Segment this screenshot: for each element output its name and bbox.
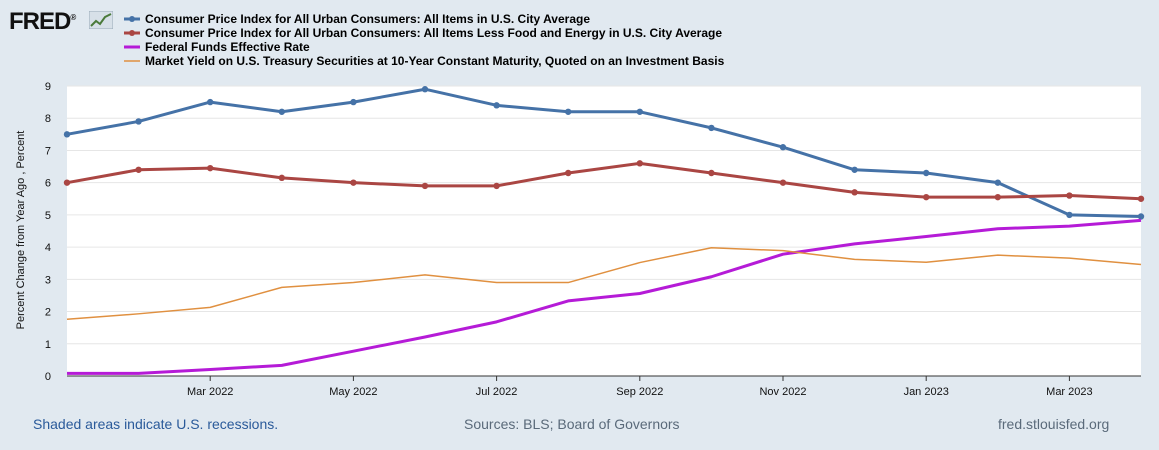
y-axis-label: Percent Change from Year Ago , Percent — [15, 131, 27, 330]
data-point — [63, 131, 71, 138]
series-line-3 — [67, 218, 1142, 375]
y-tick-label: 1 — [45, 339, 51, 351]
data-point — [135, 166, 142, 173]
legend-label-3[interactable]: Federal Funds Effective Rate — [145, 40, 310, 54]
y-axis-ticks: 0 1 2 3 4 5 6 7 8 9 — [45, 81, 51, 383]
data-point — [63, 179, 71, 186]
site-link[interactable]: fred.stlouisfed.org — [998, 416, 1110, 432]
logo-text: FRED — [9, 8, 71, 35]
y-tick-label: 3 — [45, 274, 51, 286]
gridlines — [67, 85, 1141, 377]
data-point — [421, 86, 429, 93]
data-point — [851, 189, 858, 196]
data-point — [493, 102, 500, 109]
recessions-note: Shaded areas indicate U.S. recessions. — [33, 416, 279, 432]
data-point — [350, 179, 357, 186]
legend-label-2[interactable]: Consumer Price Index for All Urban Consu… — [145, 26, 722, 40]
series-lines — [63, 86, 1145, 375]
data-point — [1066, 192, 1073, 199]
x-axis-ticks: Mar 2022 May 2022 Jul 2022 Sep 2022 Nov 2022… — [187, 376, 1093, 398]
data-point — [708, 124, 715, 132]
y-tick-label: 7 — [45, 145, 51, 157]
y-tick-label: 0 — [45, 371, 51, 383]
data-point — [923, 193, 930, 201]
data-point — [923, 169, 930, 177]
data-point — [278, 174, 285, 182]
data-point — [565, 169, 572, 177]
data-point — [421, 182, 429, 190]
data-point — [994, 179, 1001, 186]
legend: Consumer Price Index for All Urban Consu… — [124, 12, 725, 68]
x-tick-label: May 2022 — [329, 386, 377, 398]
data-point — [851, 166, 858, 173]
sources-note: Sources: BLS; Board of Governors — [464, 416, 680, 432]
y-tick-label: 6 — [45, 178, 51, 190]
y-tick-label: 9 — [45, 81, 51, 93]
y-tick-label: 8 — [45, 113, 51, 125]
x-tick-label: Mar 2022 — [187, 386, 233, 398]
y-tick-label: 4 — [45, 242, 51, 254]
legend-label-4[interactable]: Market Yield on U.S. Treasury Securities… — [145, 54, 725, 68]
data-point — [708, 169, 715, 177]
data-point — [1137, 195, 1145, 202]
data-point — [278, 108, 285, 115]
y-tick-label: 2 — [45, 307, 51, 319]
data-point — [994, 193, 1001, 201]
data-point — [779, 144, 787, 151]
x-tick-label: Jul 2022 — [476, 386, 518, 398]
line-chart-icon — [89, 11, 113, 29]
data-point — [1137, 213, 1145, 220]
plot-area — [67, 86, 1141, 376]
series-line-1 — [66, 87, 1142, 218]
x-tick-label: Sep 2022 — [616, 386, 663, 398]
registered-mark: ® — [70, 13, 76, 22]
fred-logo[interactable]: FRED® — [9, 8, 76, 36]
data-point — [779, 179, 787, 186]
x-tick-label: Nov 2022 — [759, 386, 806, 398]
data-point — [207, 98, 214, 106]
data-point — [493, 182, 500, 190]
data-point — [636, 108, 643, 115]
legend-marker — [129, 30, 135, 36]
data-point — [636, 160, 643, 167]
legend-label-1[interactable]: Consumer Price Index for All Urban Consu… — [145, 12, 590, 26]
chart-canvas: Consumer Price Index for All Urban Consu… — [15, 12, 1145, 398]
data-point — [135, 118, 142, 125]
data-point — [207, 164, 214, 172]
legend-marker — [129, 16, 135, 22]
x-tick-label: Mar 2023 — [1046, 386, 1092, 398]
series-line-4 — [66, 247, 1142, 321]
data-point — [350, 98, 357, 106]
y-tick-label: 5 — [45, 210, 51, 222]
x-tick-label: Jan 2023 — [904, 386, 949, 398]
series-line-2 — [66, 161, 1142, 201]
data-point — [1066, 211, 1073, 219]
data-point — [565, 108, 572, 115]
